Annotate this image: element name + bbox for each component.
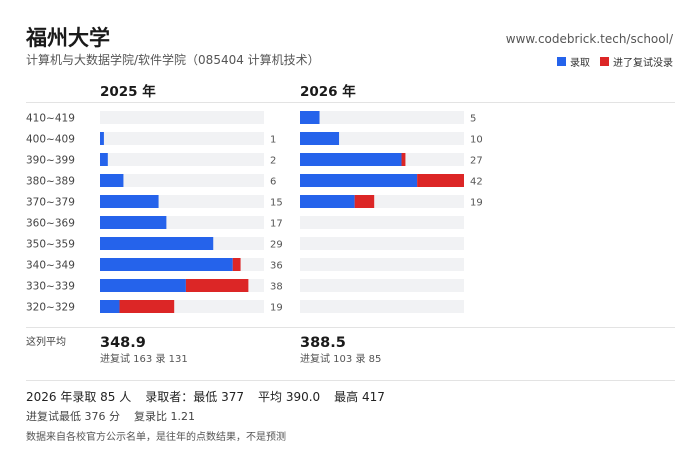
bar-admitted-1-1	[300, 132, 340, 145]
summary-line-1: 2026 年录取 85 人录取者：最低 377 平均 390.0 最高 417	[26, 388, 399, 405]
bar-total-label-0-3: 6	[270, 177, 276, 188]
category-label-4: 370~379	[26, 197, 75, 209]
bar-total-label-1-1: 10	[470, 135, 483, 146]
bar-track-1-1	[300, 132, 464, 145]
bar-admitted-0-8	[100, 279, 186, 292]
bar-total-label-1-2: 27	[470, 156, 483, 167]
category-label-0: 410~419	[26, 113, 75, 125]
bar-admitted-0-5	[100, 216, 167, 229]
page-subtitle: 计算机与大数据学院/软件学院（085404 计算机技术）	[26, 53, 320, 67]
bar-admitted-0-4	[100, 195, 159, 208]
bar-total-label-1-3: 42	[470, 177, 483, 188]
bar-admitted-0-1	[100, 132, 104, 145]
bar-total-label-0-9: 19	[270, 303, 283, 314]
bar-track-0-1	[100, 132, 264, 145]
bar-total-label-0-5: 17	[270, 219, 283, 230]
bar-admitted-0-7	[100, 258, 233, 271]
bar-rejected-1-2	[401, 153, 406, 166]
page-title: 福州大学	[26, 26, 110, 50]
summary-retest-min: 进复试最低 376 分	[26, 410, 120, 423]
divider-top	[26, 102, 675, 103]
bar-rejected-0-9	[119, 300, 175, 313]
bar-track-1-5	[300, 216, 464, 229]
bar-total-label-0-2: 2	[270, 156, 276, 167]
category-label-3: 380~389	[26, 176, 75, 188]
bar-admitted-1-4	[300, 195, 355, 208]
bar-admitted-0-2	[100, 153, 108, 166]
divider-summary	[26, 380, 675, 381]
panel-avg-1: 388.5	[300, 335, 346, 351]
score-distribution-chart: 410~419 400~409 390~399 380~389 370~379 360~3…	[26, 83, 483, 365]
category-label-7: 340~349	[26, 260, 75, 272]
bar-track-0-3	[100, 174, 264, 187]
legend-swatch-admitted	[557, 57, 566, 66]
category-label-6: 350~359	[26, 239, 75, 251]
bar-total-label-1-4: 19	[470, 198, 483, 209]
bar-admitted-0-3	[100, 174, 124, 187]
bar-total-label-0-7: 36	[270, 261, 283, 272]
bar-rejected-1-4	[354, 195, 375, 208]
site-url[interactable]: www.codebrick.tech/school/	[505, 32, 673, 46]
legend-swatch-rejected	[600, 57, 609, 66]
bar-total-label-0-1: 1	[270, 135, 276, 146]
panel-avg-0: 348.9	[100, 335, 146, 351]
bar-admitted-0-6	[100, 237, 214, 250]
summary-avg-score: 平均 390.0	[258, 390, 321, 404]
bar-track-1-9	[300, 300, 464, 313]
bar-rejected-0-8	[185, 279, 249, 292]
legend-item-rejected: 进了复试没录	[600, 54, 673, 69]
summary-max-score: 最高 417	[334, 390, 385, 404]
legend: 录取 进了复试没录	[557, 54, 673, 69]
bar-rejected-1-3	[417, 174, 464, 187]
panel-avg-sub-0: 进复试 163 录 131	[100, 352, 188, 365]
bar-total-label-0-6: 29	[270, 240, 283, 251]
category-label-1: 400~409	[26, 134, 75, 146]
category-label-2: 390~399	[26, 155, 75, 167]
divider-avg	[26, 327, 675, 328]
summary-ratio: 复录比 1.21	[134, 410, 195, 423]
category-label-9: 320~329	[26, 302, 75, 314]
panel-avg-sub-1: 进复试 103 录 85	[300, 352, 381, 365]
bar-total-label-1-0: 5	[470, 114, 476, 125]
panel-title-1: 2026 年	[300, 83, 356, 100]
category-label-8: 330~339	[26, 281, 75, 293]
category-label-5: 360~369	[26, 218, 75, 230]
bar-rejected-0-7	[232, 258, 241, 271]
legend-label-rejected: 进了复试没录	[613, 58, 673, 69]
bar-admitted-1-3	[300, 174, 418, 187]
bar-total-label-0-8: 38	[270, 282, 283, 293]
summary-min-score: 录取者：最低 377	[145, 390, 244, 404]
bar-admitted-0-9	[100, 300, 120, 313]
panel-title-0: 2025 年	[100, 83, 156, 100]
bar-admitted-1-0	[300, 111, 320, 124]
bar-track-1-6	[300, 237, 464, 250]
bar-track-1-7	[300, 258, 464, 271]
summary-line-2: 进复试最低 376 分 复录比 1.21	[26, 408, 209, 424]
bar-track-0-2	[100, 153, 264, 166]
bar-admitted-1-2	[300, 153, 402, 166]
summary-admitted-count: 2026 年录取 85 人	[26, 390, 132, 404]
bar-total-label-0-4: 15	[270, 198, 283, 209]
bar-track-1-0	[300, 111, 464, 124]
bar-track-1-8	[300, 279, 464, 292]
legend-item-admitted: 录取	[557, 54, 590, 69]
avg-row-label: 这列平均	[26, 335, 66, 348]
data-source-note: 数据来自各校官方公示名单，是往年的点数结果，不是预测	[26, 432, 286, 443]
bar-track-0-0	[100, 111, 264, 124]
legend-label-admitted: 录取	[570, 58, 590, 69]
